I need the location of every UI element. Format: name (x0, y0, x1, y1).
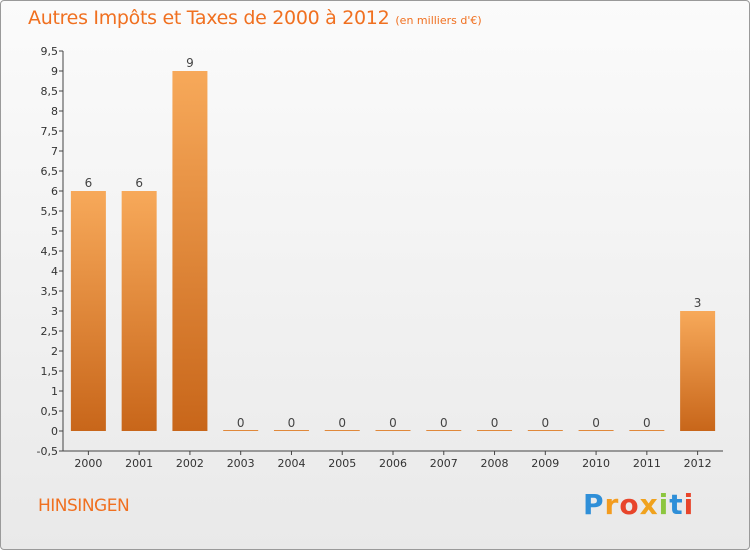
y-tick-label: 4 (51, 265, 58, 278)
x-tick-label: 2000 (74, 457, 102, 470)
bar (578, 430, 614, 431)
y-tick-label: 0,5 (41, 405, 59, 418)
brand-letter: P (583, 488, 605, 521)
x-tick-label: 2003 (227, 457, 255, 470)
y-tick-label: 7,5 (41, 125, 59, 138)
bar (477, 430, 513, 431)
bar (121, 191, 157, 431)
chart-title-text: Autres Impôts et Taxes de 2000 à 2012 (28, 7, 390, 29)
brand-letter: i (683, 488, 695, 521)
x-tick-label: 2006 (379, 457, 407, 470)
data-label: 0 (491, 416, 499, 430)
bar (680, 311, 716, 431)
x-tick-label: 2004 (277, 457, 305, 470)
data-label: 0 (541, 416, 549, 430)
x-tick-label: 2010 (582, 457, 610, 470)
bar (324, 430, 360, 431)
y-tick-label: 9 (51, 65, 58, 78)
bar (273, 430, 309, 431)
bar (172, 71, 208, 431)
bars-group (70, 71, 716, 431)
y-tick-label: 8,5 (41, 85, 59, 98)
data-label: 0 (643, 416, 651, 430)
y-tick-label: 5 (51, 225, 58, 238)
brand-letter: i (658, 488, 670, 521)
data-label: 0 (389, 416, 397, 430)
x-tick-label: 2008 (481, 457, 509, 470)
data-label: 0 (592, 416, 600, 430)
bar (426, 430, 462, 431)
data-label: 0 (288, 416, 296, 430)
x-tick-label: 2005 (328, 457, 356, 470)
bar (223, 430, 259, 431)
bar (375, 430, 411, 431)
brand-letter: o (619, 488, 640, 521)
proxiti-logo: Proxiti (583, 488, 694, 521)
y-tick-label: 0 (51, 425, 58, 438)
y-tick-label: 2 (51, 345, 58, 358)
x-tick-label: 2009 (531, 457, 559, 470)
data-label: 6 (85, 176, 93, 190)
y-tick-label: 5,5 (41, 205, 59, 218)
data-label: 0 (440, 416, 448, 430)
axes: -0,5 0 0,5 1 1,5 2 2,5 3 3,5 4 4,5 5 5,5 6 6,5 7 7,5 8 8,5… (37, 45, 723, 470)
x-tick-label: 2001 (125, 457, 153, 470)
y-tick-label: 9,5 (41, 45, 59, 58)
y-tick-label: -0,5 (37, 445, 58, 458)
y-tick-label: 8 (51, 105, 58, 118)
x-tick-label: 2012 (684, 457, 712, 470)
y-tick-label: 4,5 (41, 245, 59, 258)
y-tick-label: 3 (51, 305, 58, 318)
y-tick-label: 6 (51, 185, 58, 198)
x-tick-label: 2002 (176, 457, 204, 470)
data-label: 3 (694, 296, 702, 310)
x-tick-label: 2007 (430, 457, 458, 470)
brand-letter: r (604, 488, 620, 521)
y-tick-label: 1,5 (41, 365, 59, 378)
y-tick-label: 1 (51, 385, 58, 398)
data-label: 0 (338, 416, 346, 430)
bar (70, 191, 106, 431)
chart-title: Autres Impôts et Taxes de 2000 à 2012 (en… (28, 7, 482, 29)
y-tick-label: 2,5 (41, 325, 59, 338)
x-tick-label: 2011 (633, 457, 661, 470)
y-tick-label: 3,5 (41, 285, 59, 298)
bar (629, 430, 665, 431)
commune-name: HINSINGEN (38, 496, 130, 516)
data-labels-group: 6 6 9 0 0 0 0 0 0 0 0 0 3 (85, 56, 702, 430)
y-tick-label: 7 (51, 145, 58, 158)
bar (527, 430, 563, 431)
data-label: 9 (186, 56, 194, 70)
data-label: 0 (237, 416, 245, 430)
chart-subtitle: (en milliers d'€) (395, 14, 482, 27)
brand-letter: t (669, 488, 684, 521)
data-label: 6 (135, 176, 143, 190)
y-tick-label: 6,5 (41, 165, 59, 178)
brand-letter: x (639, 488, 659, 521)
